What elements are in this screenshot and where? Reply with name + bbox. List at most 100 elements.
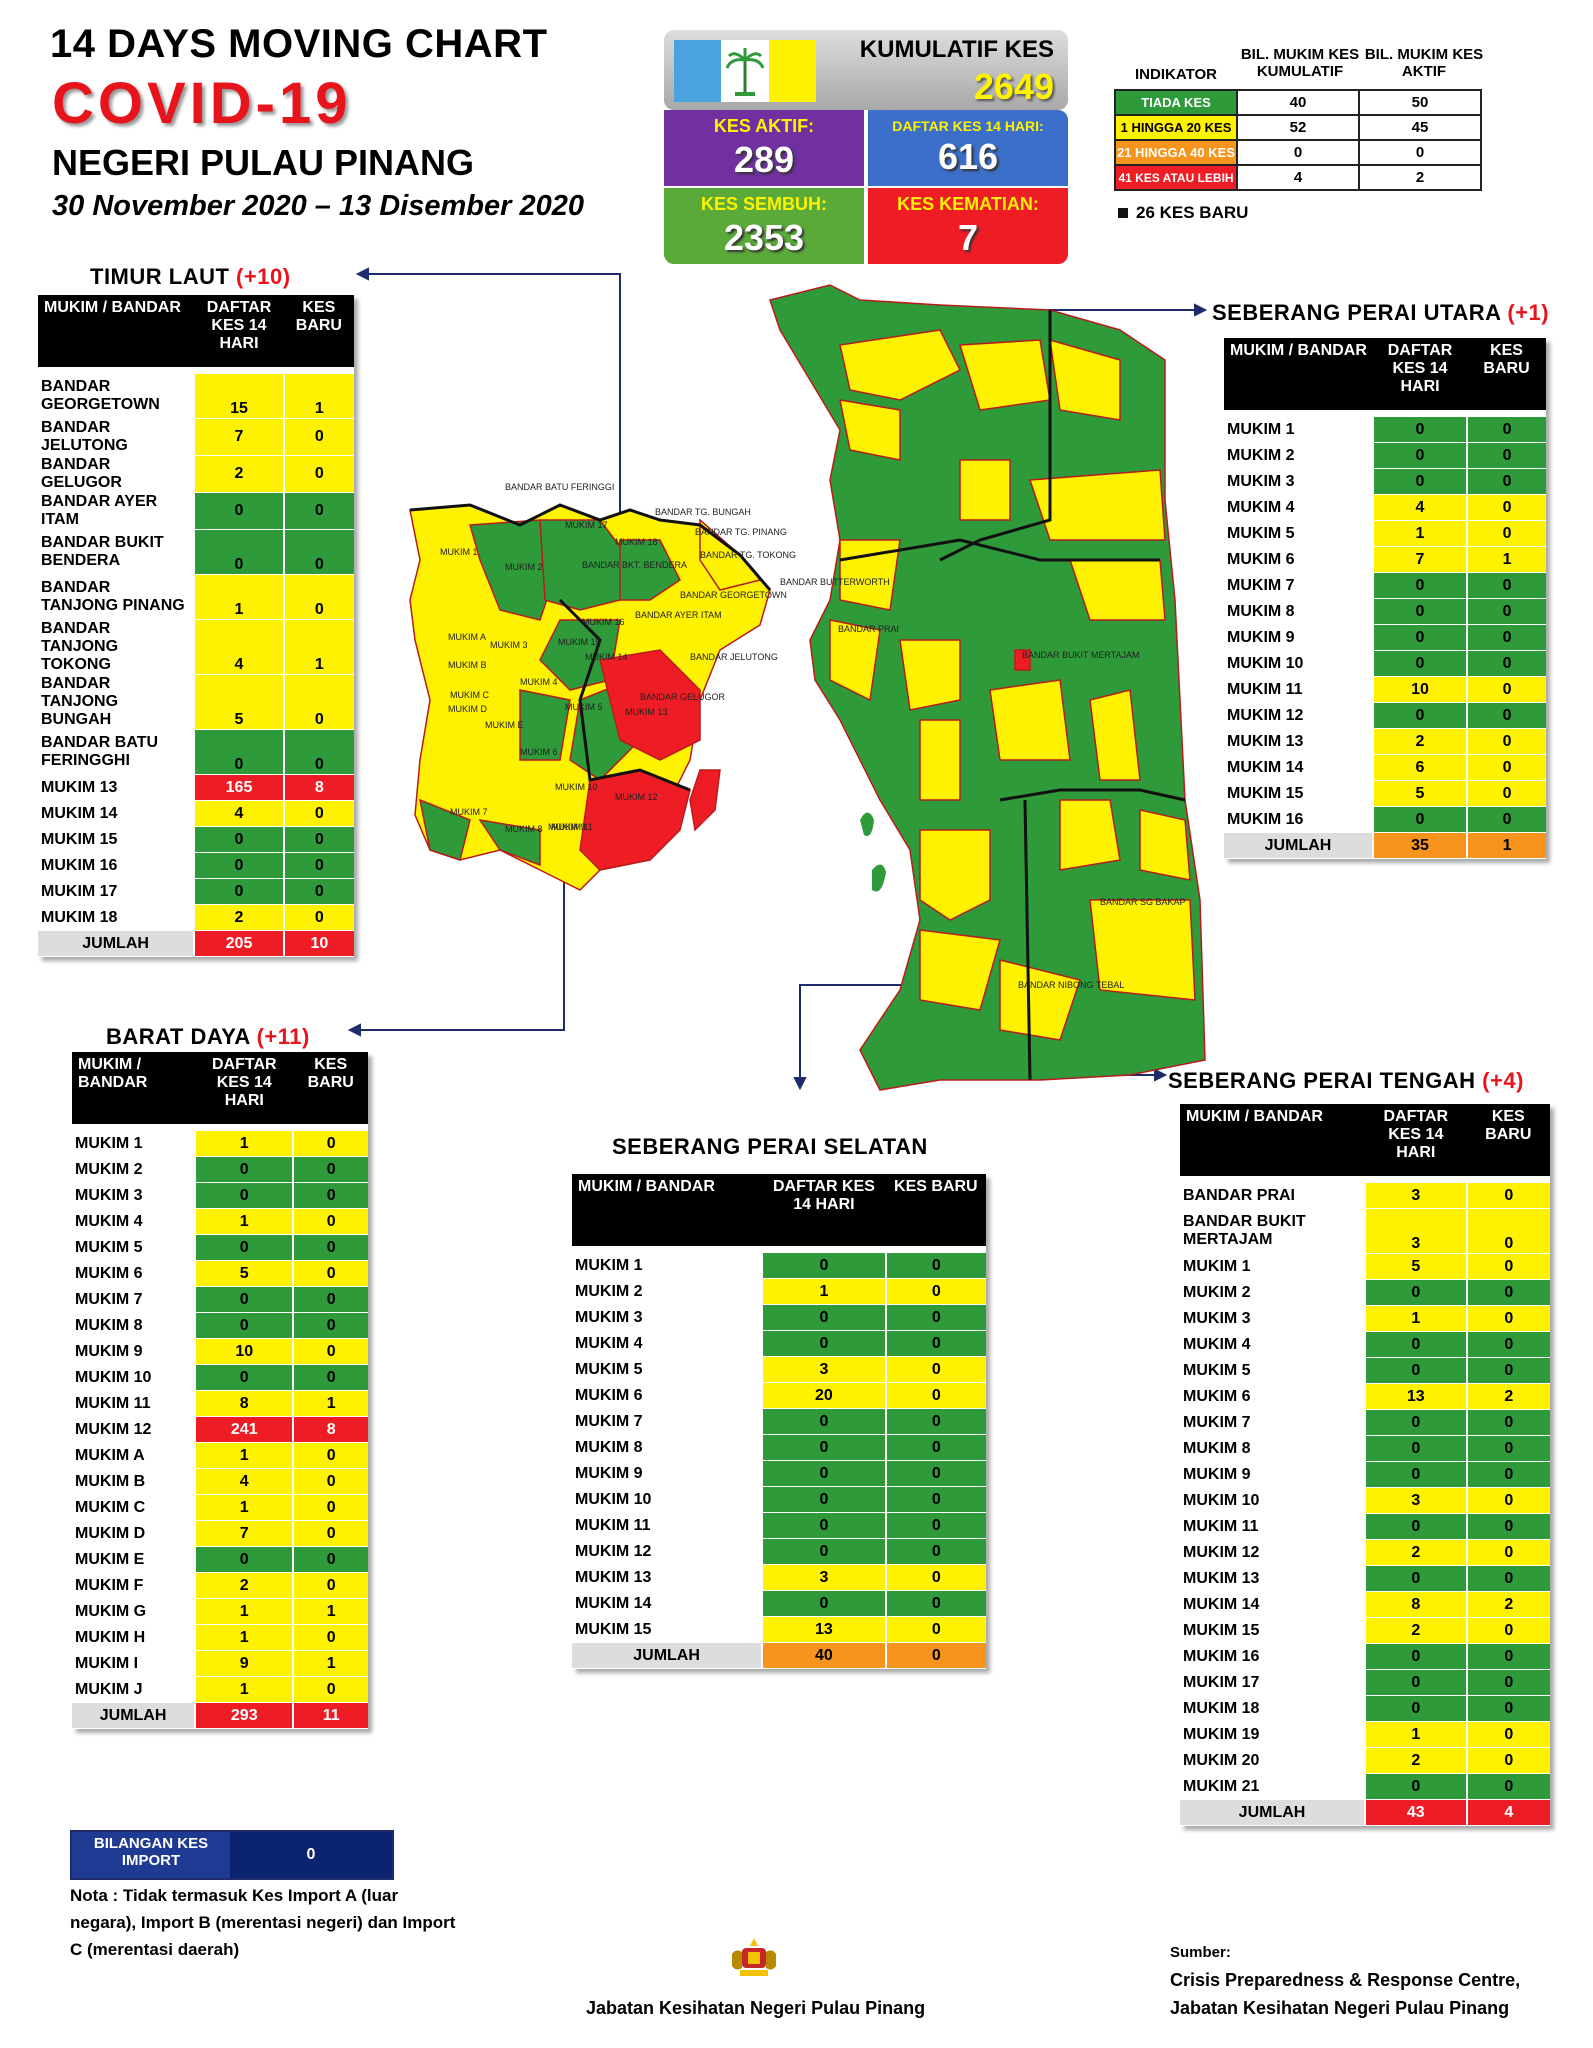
row-baru: 0	[884, 1434, 986, 1461]
row-baru: 1	[282, 619, 354, 675]
header-mukim: MUKIM / BANDAR	[38, 295, 195, 367]
row-baru: 0	[292, 1572, 368, 1599]
row-daftar: 8	[1364, 1591, 1467, 1618]
map-label: MUKIM 9	[548, 822, 586, 832]
row-daftar: 1	[1371, 520, 1468, 547]
map-label: MUKIM 17	[565, 520, 608, 530]
row-baru: 0	[1465, 1617, 1550, 1644]
import-label: BILANGAN KES IMPORT	[72, 1832, 230, 1878]
map-label: MUKIM 7	[450, 807, 488, 817]
row-name: MUKIM 8	[1180, 1435, 1366, 1462]
row-name: MUKIM 4	[572, 1330, 763, 1357]
table-row: MUKIM 18 2 0	[38, 904, 354, 931]
stats-panel: KUMULATIF KES 2649 KES AKTIF: 289 DAFTAR…	[664, 30, 1068, 264]
row-daftar: 15	[193, 373, 284, 419]
row-daftar: 0	[761, 1330, 886, 1357]
row-name: MUKIM 9	[1224, 624, 1373, 651]
table-row: BANDAR GEORGETOWN 15 1	[38, 373, 354, 419]
row-name: MUKIM A	[72, 1442, 196, 1469]
table-row: MUKIM 15 0 0	[38, 826, 354, 853]
row-name: JUMLAH	[572, 1642, 763, 1669]
row-baru: 1	[292, 1650, 368, 1677]
import-cases-box: BILANGAN KES IMPORT 0	[70, 1830, 394, 1880]
state-name: NEGERI PULAU PINANG	[52, 142, 475, 183]
row-baru: 0	[282, 729, 354, 775]
row-daftar: 0	[1371, 598, 1468, 625]
row-daftar: 35	[1371, 832, 1468, 859]
row-daftar: 0	[1364, 1643, 1467, 1670]
row-name: MUKIM 7	[572, 1408, 763, 1435]
table-row: BANDAR JELUTONG 7 0	[38, 418, 354, 456]
legend-cell: 0	[1358, 139, 1482, 166]
row-daftar: 5	[1364, 1253, 1467, 1280]
row-daftar: 7	[1371, 546, 1468, 573]
row-daftar: 1	[1364, 1721, 1467, 1748]
row-baru: 0	[884, 1252, 986, 1279]
table-header: MUKIM / BANDAR DAFTAR KES 14 HARI KES BARU	[72, 1052, 368, 1124]
deaths-value: 7	[957, 217, 979, 258]
row-baru: 0	[292, 1312, 368, 1339]
table-row: BANDAR GELUGOR 2 0	[38, 455, 354, 493]
table-row: MUKIM 11 0 0	[1180, 1513, 1550, 1540]
table-row: MUKIM 10 0 0	[572, 1486, 986, 1513]
row-name: MUKIM 14	[38, 800, 195, 827]
row-name: MUKIM 12	[572, 1538, 763, 1565]
row-daftar: 2	[194, 1572, 294, 1599]
row-baru: 0	[884, 1590, 986, 1617]
row-baru: 0	[1465, 1513, 1550, 1540]
row-daftar: 0	[194, 1286, 294, 1313]
row-baru: 1	[282, 373, 354, 419]
row-name: BANDAR GELUGOR	[38, 455, 195, 493]
table-header: MUKIM / BANDAR DAFTAR KES 14 HARI KES BARU	[38, 295, 354, 367]
row-name: MUKIM D	[72, 1520, 196, 1547]
registered-label: DAFTAR KES 14 HARI:	[892, 118, 1044, 134]
row-daftar: 3	[1364, 1487, 1467, 1514]
row-daftar: 0	[193, 492, 284, 530]
row-baru: 0	[282, 418, 354, 456]
row-daftar: 293	[194, 1702, 294, 1729]
row-baru: 0	[1466, 728, 1546, 755]
row-baru: 0	[1465, 1643, 1550, 1670]
row-baru: 0	[1465, 1565, 1550, 1592]
row-name: MUKIM 16	[1224, 806, 1373, 833]
row-daftar: 0	[193, 826, 284, 853]
row-baru: 0	[1466, 702, 1546, 729]
table-row: BANDAR PRAI 3 0	[1180, 1182, 1550, 1209]
row-daftar: 0	[761, 1538, 886, 1565]
registered-14d-tile: DAFTAR KES 14 HARI: 616	[868, 110, 1068, 186]
row-name: BANDAR BUKIT MERTAJAM	[1180, 1208, 1366, 1254]
row-baru: 0	[282, 455, 354, 493]
row-name: MUKIM 20	[1180, 1747, 1366, 1774]
row-daftar: 0	[761, 1252, 886, 1279]
row-baru: 4	[1465, 1799, 1550, 1826]
row-baru: 0	[292, 1468, 368, 1495]
header-daftar: DAFTAR KES 14 HARI	[1365, 1104, 1467, 1176]
row-daftar: 0	[1364, 1357, 1467, 1384]
map-label: BANDAR AYER ITAM	[635, 610, 722, 620]
row-baru: 0	[292, 1494, 368, 1521]
row-daftar: 0	[1371, 442, 1468, 469]
row-name: MUKIM 8	[1224, 598, 1373, 625]
map-label: MUKIM B	[448, 660, 487, 670]
row-name: BANDAR GEORGETOWN	[38, 373, 195, 419]
barat-daya-name: BARAT DAYA	[106, 1024, 250, 1049]
map-label: BANDAR TG. BUNGAH	[655, 507, 751, 517]
table-row: MUKIM 10 0 0	[1224, 650, 1546, 677]
row-baru: 0	[282, 800, 354, 827]
row-name: MUKIM 19	[1180, 1721, 1366, 1748]
row-daftar: 2	[1364, 1617, 1467, 1644]
row-baru: 0	[884, 1486, 986, 1513]
map-label: BANDAR NIBONG TEBAL	[1018, 980, 1124, 990]
row-name: MUKIM 1	[72, 1130, 196, 1157]
row-daftar: 0	[193, 878, 284, 905]
row-daftar: 0	[1364, 1331, 1467, 1358]
